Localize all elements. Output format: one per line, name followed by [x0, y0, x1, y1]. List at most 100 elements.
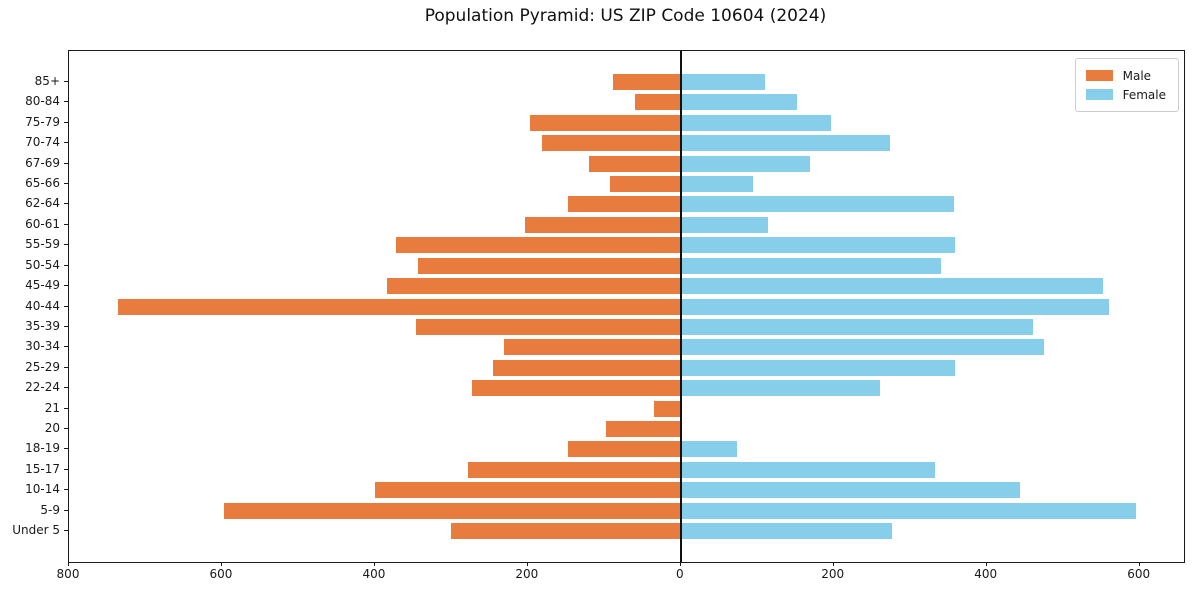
- y-tick-mark: [64, 468, 68, 470]
- bar-male-30-34: [504, 339, 681, 356]
- bar-male-80-84: [634, 94, 681, 111]
- bar-male-10-14: [374, 482, 681, 499]
- y-tick-label: 60-61: [25, 216, 60, 231]
- y-tick-mark: [64, 101, 68, 103]
- x-tick-label: 600: [1127, 567, 1151, 581]
- y-tick-label: 50-54: [25, 257, 60, 272]
- bar-female-45-49: [680, 278, 1103, 295]
- x-tick-mark: [220, 562, 222, 566]
- bar-female-80-84: [680, 94, 798, 111]
- bar-female-22-24: [680, 380, 880, 397]
- bar-female-18-19: [680, 441, 737, 458]
- y-tick-mark: [64, 346, 68, 348]
- y-tick-label: 85+: [34, 74, 60, 88]
- y-tick-mark: [64, 264, 68, 266]
- y-tick-label: 18-19: [25, 441, 60, 456]
- x-tick-label: 200: [821, 567, 845, 581]
- y-tick-label: 80-84: [25, 94, 60, 109]
- y-tick-label: 25-29: [25, 359, 60, 374]
- y-tick-mark: [64, 305, 68, 307]
- y-tick-label: 75-79: [25, 114, 60, 129]
- y-tick-mark: [64, 121, 68, 123]
- legend-entry-female: Female: [1085, 85, 1166, 104]
- x-tick-mark: [985, 562, 987, 566]
- chart-title: Population Pyramid: US ZIP Code 10604 (2…: [424, 6, 827, 26]
- bar-male-15-17: [468, 461, 681, 478]
- x-tick-mark: [679, 562, 681, 566]
- y-tick-mark: [64, 489, 68, 491]
- y-tick-label: Under 5: [12, 523, 60, 537]
- bar-female-85+: [680, 74, 765, 90]
- bar-male-Under 5: [450, 523, 681, 539]
- bar-female-65-66: [680, 176, 754, 193]
- bar-male-50-54: [417, 257, 681, 274]
- bar-male-45-49: [387, 278, 681, 295]
- y-tick-label: 22-24: [25, 380, 60, 395]
- bar-male-22-24: [472, 380, 681, 397]
- y-tick-label: 65-66: [25, 176, 60, 191]
- x-tick-mark: [1138, 562, 1140, 566]
- y-tick-label: 21: [44, 400, 60, 415]
- y-tick-label: 55-59: [25, 237, 60, 252]
- bar-female-35-39: [680, 318, 1034, 335]
- bar-male-70-74: [541, 135, 681, 152]
- bar-female-5-9: [680, 502, 1136, 519]
- plot-area: Male Female: [68, 50, 1185, 563]
- bar-female-50-54: [680, 257, 941, 274]
- male-legend-swatch: [1085, 70, 1113, 81]
- bar-male-65-66: [610, 176, 681, 193]
- y-tick-mark: [64, 366, 68, 368]
- bar-female-60-61: [680, 216, 768, 233]
- bar-female-25-29: [680, 359, 955, 376]
- female-legend-label: Female: [1122, 87, 1166, 102]
- bar-male-5-9: [224, 502, 681, 519]
- y-tick-mark: [64, 142, 68, 144]
- x-tick-label: 800: [56, 567, 80, 581]
- x-tick-mark: [68, 562, 69, 566]
- bar-female-Under 5: [680, 523, 892, 539]
- y-tick-mark: [64, 448, 68, 450]
- x-tick-label: 600: [209, 567, 233, 581]
- y-tick-mark: [64, 162, 68, 164]
- y-tick-mark: [64, 509, 68, 511]
- x-tick-label: 400: [974, 567, 998, 581]
- bar-female-70-74: [680, 135, 890, 152]
- x-tick-label: 200: [515, 567, 539, 581]
- x-tick-mark: [832, 562, 834, 566]
- bar-female-10-14: [680, 482, 1021, 499]
- x-tick-label: 400: [362, 567, 386, 581]
- bar-male-21: [654, 400, 681, 417]
- bar-female-40-44: [680, 298, 1110, 315]
- x-tick-mark: [373, 562, 375, 566]
- bar-female-75-79: [680, 114, 832, 131]
- y-tick-mark: [64, 530, 68, 531]
- bar-male-18-19: [567, 441, 681, 458]
- y-tick-mark: [64, 325, 68, 327]
- y-tick-mark: [64, 81, 68, 82]
- y-tick-label: 15-17: [25, 461, 60, 476]
- y-tick-label: 5-9: [40, 502, 60, 517]
- legend: Male Female: [1074, 58, 1179, 112]
- y-tick-label: 10-14: [25, 482, 60, 497]
- y-tick-mark: [64, 183, 68, 185]
- y-tick-label: 35-39: [25, 318, 60, 333]
- bar-female-55-59: [680, 237, 955, 254]
- bar-male-25-29: [492, 359, 681, 376]
- bar-male-67-69: [589, 155, 681, 172]
- bar-male-55-59: [395, 237, 681, 254]
- legend-entry-male: Male: [1085, 66, 1166, 85]
- y-tick-mark: [64, 203, 68, 205]
- y-tick-label: 30-34: [25, 339, 60, 354]
- bar-male-35-39: [416, 318, 681, 335]
- female-legend-swatch: [1085, 89, 1113, 100]
- bar-male-20: [605, 420, 681, 437]
- bar-male-62-64: [567, 196, 681, 213]
- y-tick-mark: [64, 244, 68, 246]
- bar-male-40-44: [117, 298, 681, 315]
- x-tick-label: 0: [675, 567, 684, 581]
- y-tick-mark: [64, 285, 68, 287]
- bar-female-62-64: [680, 196, 954, 213]
- y-tick-mark: [64, 223, 68, 225]
- y-tick-label: 62-64: [25, 196, 60, 211]
